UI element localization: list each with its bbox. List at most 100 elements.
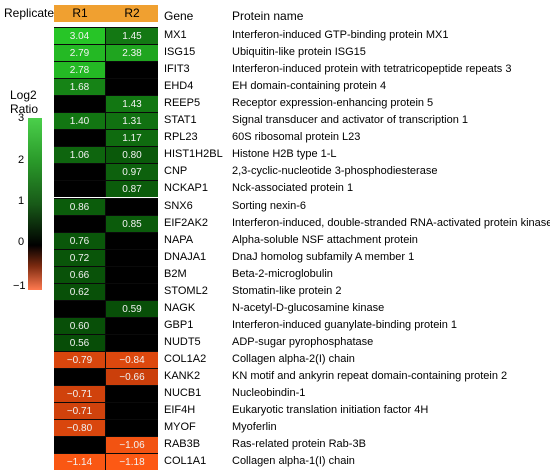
heatmap-cell-stat1-r1: 1.40 [54,112,106,130]
gene-label: KANK2 [164,370,201,382]
heatmap-cell-hist1h2bl-r2: 0.80 [106,146,158,164]
heatmap-cell-gbp1-r2 [106,316,158,334]
protein-name: Collagen alpha-2(I) chain [232,352,355,365]
gene-label: ISG15 [164,46,196,59]
heatmap-cell-kank2-r2: −0.66 [106,368,158,385]
heatmap-cell-nagk-r1 [54,299,106,317]
heatmap-cell-ehd4-r2 [106,78,158,96]
heatmap-cell-snx6-r1: 0.86 [54,197,106,215]
heatmap-cell-nagk-r2: 0.59 [106,299,158,317]
protein-name: EH domain-containing protein 4 [232,80,387,93]
heatmap-cell-eif4h-r1: −0.71 [54,402,106,420]
heatmap-cell-cnp-r1 [54,163,106,181]
heatmap-cell-ifit3-r1: 2.78 [54,61,106,79]
heatmap-cell-nckap1-r2: 0.87 [106,180,158,198]
heatmap-cell-mx1-r1: 3.04 [54,27,106,44]
protein-name: Collagen alpha-1(I) chain [232,455,355,468]
heatmap-cell-isg15-r1: 2.79 [54,44,106,62]
heatmap-cell-ehd4-r1: 1.68 [54,78,106,96]
gene-label: RPL23 [164,131,198,144]
protein-name: Interferon-induced, double-stranded RNA-… [232,216,550,229]
protein-name: 2,3-cyclic-nucleotide 3-phosphodiesteras… [232,165,438,178]
replicate-header-bar [54,5,158,22]
color-scale-bar [28,118,42,290]
gene-label: B2M [164,267,187,280]
protein-name: Receptor expression-enhancing protein 5 [232,97,434,110]
gene-label: NUCB1 [164,387,202,400]
protein-name: Interferon-induced protein with tetratri… [232,63,512,76]
gene-label: CNP [164,165,188,178]
heatmap-cell-b2m-r2 [106,265,158,283]
heatmap-cell-nucb1-r1: −0.71 [54,385,106,403]
heatmap-cell-b2m-r1: 0.66 [54,265,106,283]
heatmap-cell-col1a2-r2: −0.84 [106,350,158,368]
heatmap-cell-col1a1-r1: −1.14 [54,453,106,471]
scale-label-line2: Ratio [10,102,39,116]
protein-name: KN motif and ankyrin repeat domain-conta… [232,370,508,382]
scale-label-line1: Log2 [10,88,37,102]
scale-tick-2: 2 [18,154,25,166]
gene-label: HIST1H2BL [164,148,223,161]
protein-name: Eukaryotic translation initiation factor… [232,404,429,417]
heatmap-cell-rab3b-r2: −1.06 [106,436,158,454]
gene-label: NCKAP1 [164,182,209,195]
heatmap-cell-ifit3-r2 [106,61,158,79]
column-header-r2: R2 [124,6,140,20]
heatmap-cell-stoml2-r2 [106,282,158,300]
gene-label: EHD4 [164,80,194,93]
protein-name: Nck-associated protein 1 [232,182,354,195]
heatmap-cell-col1a2-r1: −0.79 [54,350,106,368]
protein-header: Protein name [232,9,304,23]
heatmap-cell-mx1-r2: 1.45 [106,27,158,44]
heatmap-cell-nudt5-r2 [106,333,158,351]
gene-header: Gene [164,9,194,23]
protein-name: ADP-sugar pyrophosphatase [232,335,374,348]
heatmap-cell-myof-r2 [106,419,158,437]
gene-label: STAT1 [164,114,197,127]
gene-label: DNAJA1 [164,250,207,263]
protein-name: N-acetyl-D-glucosamine kinase [232,301,385,314]
gene-label: MYOF [164,421,196,434]
heatmap-cell-eif2ak2-r1 [54,214,106,232]
heatmap-cell-gbp1-r1: 0.60 [54,316,106,334]
protein-name: Beta-2-microglobulin [232,267,333,280]
heatmap-cell-cnp-r2: 0.97 [106,163,158,181]
heatmap-cell-isg15-r2: 2.38 [106,44,158,62]
gene-label: STOML2 [164,284,208,297]
gene-label: NAGK [164,301,196,314]
gene-label: COL1A2 [164,352,207,365]
scale-tick-3: 3 [18,112,25,124]
column-header-r1: R1 [72,6,88,20]
scale-tick-1: 1 [18,195,25,207]
gene-label: EIF2AK2 [164,216,209,229]
protein-name: 60S ribosomal protein L23 [232,131,361,144]
protein-name: Nucleobindin-1 [232,387,306,400]
heatmap-cell-reep5-r1 [54,95,106,113]
heatmap-cell-rpl23-r2: 1.17 [106,129,158,147]
heatmap-cell-rpl23-r1 [54,129,106,147]
heatmap-cell-napa-r2 [106,231,158,249]
gene-label: EIF4H [164,404,196,417]
heatmap-cell-hist1h2bl-r1: 1.06 [54,146,106,164]
protein-name: Ubiquitin-like protein ISG15 [232,46,366,59]
heatmap-cell-col1a1-r2: −1.18 [106,453,158,471]
gene-label: NUDT5 [164,335,201,348]
heatmap-cell-nucb1-r2 [106,385,158,403]
heatmap-cell-nckap1-r1 [54,180,106,198]
protein-name: Histone H2B type 1-L [232,148,337,161]
replicate-label: Replicate [4,6,55,20]
heatmap-cell-dnaja1-r1: 0.72 [54,248,106,266]
protein-name: Sorting nexin-6 [232,199,306,212]
protein-name: Myoferlin [232,421,277,434]
heatmap-cell-kank2-r1 [54,368,106,385]
protein-name: Signal transducer and activator of trans… [232,114,469,127]
gene-label: COL1A1 [164,455,207,468]
heatmap-cell-dnaja1-r2 [106,248,158,266]
protein-name: Interferon-induced GTP-binding protein M… [232,29,449,41]
protein-name: Ras-related protein Rab-3B [232,438,366,451]
gene-label: NAPA [164,233,194,246]
scale-tick-0: 0 [18,236,25,248]
heatmap-cell-eif2ak2-r2: 0.85 [106,214,158,232]
heatmap-cell-rab3b-r1 [54,436,106,454]
heatmap-cell-stat1-r2: 1.31 [106,112,158,130]
